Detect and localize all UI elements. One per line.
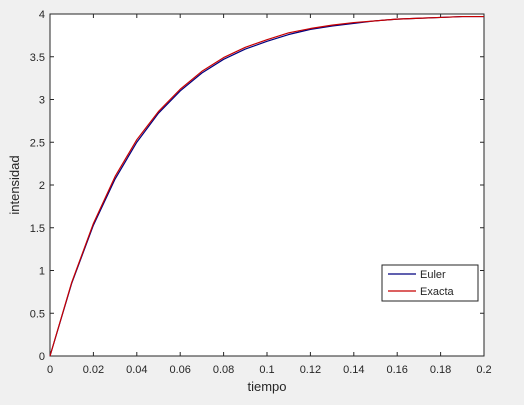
x-tick-label: 0.2: [476, 364, 491, 376]
x-tick-label: 0.12: [300, 364, 321, 376]
y-tick-label: 3.5: [30, 52, 45, 64]
x-tick-label: 0.18: [430, 364, 451, 376]
plot-area: [49, 13, 485, 357]
y-tick-label: 3: [39, 95, 45, 107]
legend-label-exacta: Exacta: [420, 286, 455, 298]
y-tick-label: 2.5: [30, 137, 45, 149]
x-axis-label: tiempo: [247, 379, 286, 394]
y-tick-label: 1: [39, 266, 45, 278]
legend-box: [381, 264, 479, 302]
y-tick-label: 4: [39, 9, 45, 21]
x-tick-label: 0.1: [259, 364, 274, 376]
y-tick-label: 0: [39, 351, 45, 363]
x-tick-label: 0.14: [343, 364, 364, 376]
axis-ticks: 0 0.02 0.04 0.06 0.08 0.1 0.12 0.14 0.16 0.18 0.2 0…: [30, 9, 492, 376]
x-tick-label: 0.16: [386, 364, 407, 376]
y-tick-label: 2: [39, 180, 45, 192]
y-tick-label: 1.5: [30, 223, 45, 235]
y-axis-label: intensidad: [7, 155, 22, 214]
y-tick-label: 0.5: [30, 308, 45, 320]
x-tick-label: 0.08: [213, 364, 234, 376]
legend: Euler Exacta: [381, 264, 479, 302]
x-tick-label: 0.06: [169, 364, 190, 376]
x-tick-label: 0.02: [83, 364, 104, 376]
series-line-exacta: [49, 15, 484, 357]
legend-label-euler: Euler: [420, 269, 446, 281]
x-tick-label: 0: [47, 364, 53, 376]
series-layer: [49, 15, 484, 357]
x-tick-label: 0.04: [126, 364, 147, 376]
